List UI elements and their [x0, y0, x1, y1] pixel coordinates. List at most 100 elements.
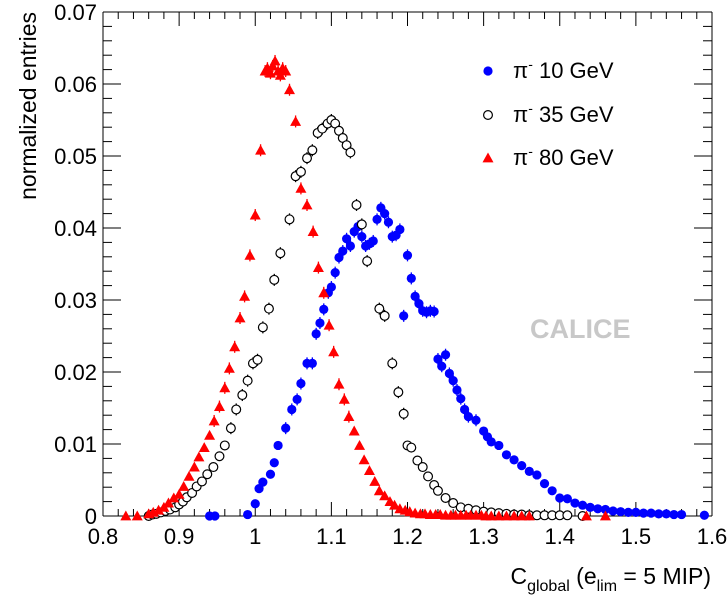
data-point [585, 502, 595, 512]
data-point [412, 455, 423, 466]
data-point [374, 303, 385, 314]
legend-label-superscript: - [528, 143, 533, 159]
data-point [399, 311, 409, 321]
legend-item: π- 10 GeV [483, 56, 614, 83]
data-point [319, 304, 329, 314]
data-point [338, 393, 350, 404]
data-point [295, 166, 306, 177]
data-point [448, 498, 459, 509]
data-point [387, 358, 398, 369]
data-point [410, 291, 420, 301]
x-axis-title-end: = 5 MIP) [617, 563, 711, 589]
data-point [638, 508, 649, 518]
data-point [509, 455, 519, 465]
data-point [699, 510, 709, 520]
data-point [131, 510, 143, 521]
data-points [120, 54, 709, 522]
data-point [570, 498, 580, 508]
data-point [328, 346, 340, 357]
data-point [398, 408, 409, 419]
data-point [296, 378, 306, 389]
x-tick-label: 1.4 [544, 524, 575, 549]
y-tick-label: 0.04 [54, 216, 97, 241]
data-point [333, 378, 345, 389]
x-ticks: 0.8 0.9 1 1.1 1.2 1.3 1.4 1.5 1.6 [88, 12, 727, 549]
y-tick-label: 0.03 [54, 288, 97, 313]
data-point [302, 153, 313, 164]
x-axis-title-mid: (e [570, 563, 597, 589]
data-point [631, 507, 641, 517]
data-point [414, 299, 424, 309]
data-point [501, 450, 512, 460]
data-point [423, 471, 434, 482]
data-point [676, 509, 687, 520]
legend-item: π- 35 GeV [483, 100, 614, 127]
data-point [275, 248, 286, 259]
data-point [357, 232, 367, 242]
legend-label-text: 80 GeV [533, 145, 614, 170]
y-tick-label: 0.01 [54, 432, 97, 457]
data-point [437, 361, 447, 371]
data-point [363, 465, 375, 476]
data-point [599, 510, 611, 521]
legend-label-symbol: π [513, 145, 528, 170]
data-point [244, 249, 256, 260]
data-point [356, 219, 367, 230]
data-point [183, 470, 195, 481]
data-point [508, 510, 520, 521]
data-point [287, 404, 297, 415]
data-point [406, 442, 417, 453]
data-point [280, 65, 292, 76]
data-point [252, 354, 263, 365]
data-point [661, 509, 671, 519]
data-point [318, 287, 330, 298]
data-point [577, 500, 588, 510]
data-point [440, 493, 451, 504]
data-point [516, 510, 528, 521]
legend: π- 10 GeV π- 35 GeV π- 80 GeV [482, 56, 614, 170]
data-point [315, 318, 325, 328]
data-point [383, 217, 394, 227]
data-point [239, 290, 251, 301]
data-point [456, 394, 466, 404]
data-point [223, 362, 235, 373]
data-point [432, 485, 443, 496]
x-tick-label: 1 [249, 524, 261, 549]
data-point [523, 510, 535, 521]
data-point [448, 376, 458, 386]
data-point [249, 209, 261, 220]
data-point [580, 510, 592, 521]
data-point [646, 508, 656, 518]
data-point [338, 246, 348, 256]
data-point [295, 182, 307, 193]
data-point [273, 440, 283, 451]
data-point [231, 404, 242, 415]
data-point [242, 375, 253, 386]
y-axis-title: normalized entries [15, 12, 41, 200]
data-point [292, 394, 302, 404]
y-tick-label: 0.05 [54, 144, 97, 169]
data-point [120, 510, 132, 521]
data-point [284, 214, 295, 225]
data-point [608, 506, 618, 516]
data-point [274, 69, 286, 80]
data-point [373, 485, 385, 496]
legend-label: π- 10 GeV [513, 56, 614, 83]
data-point [301, 199, 313, 210]
data-point [214, 451, 225, 462]
data-point [406, 273, 416, 283]
x-tick-label: 1.6 [697, 524, 727, 549]
data-point [311, 329, 321, 339]
data-point [173, 488, 185, 499]
data-point [444, 368, 454, 379]
legend-item: π- 80 GeV [482, 143, 614, 170]
y-tick-label: 0.06 [54, 72, 97, 97]
data-point [284, 84, 296, 95]
data-point [312, 262, 324, 272]
data-point [162, 497, 174, 508]
legend-label-text: 10 GeV [533, 58, 614, 83]
data-point [343, 411, 355, 422]
data-point [500, 510, 512, 521]
y-ticks: 0 0.01 0.02 0.03 0.04 0.05 0.06 0.07 [54, 0, 712, 529]
